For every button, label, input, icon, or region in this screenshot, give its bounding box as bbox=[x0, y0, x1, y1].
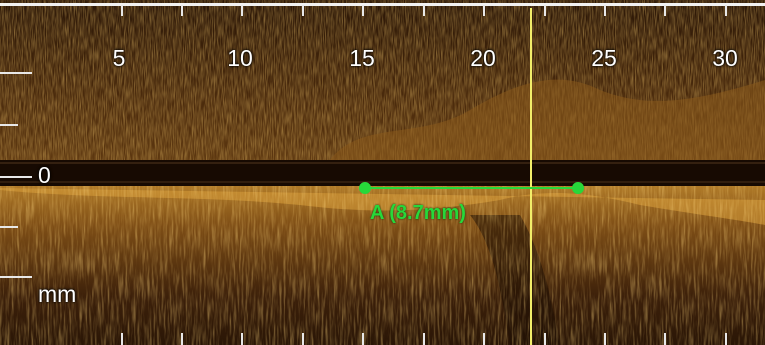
x-tick-mark bbox=[362, 5, 364, 16]
x-tick-label: 15 bbox=[349, 45, 375, 71]
y-tick-mark bbox=[0, 124, 18, 126]
measurement-start-point bbox=[359, 182, 371, 194]
x-tick-mark bbox=[483, 5, 485, 16]
top-scale-border bbox=[0, 3, 765, 6]
y-tick-mark bbox=[0, 72, 32, 74]
x-tick-label: 5 bbox=[112, 45, 126, 71]
x-tick-mark bbox=[604, 333, 606, 345]
y-unit-label: mm bbox=[38, 281, 77, 307]
y-tick-mark bbox=[0, 276, 32, 278]
x-tick-mark bbox=[121, 5, 123, 16]
x-tick-mark bbox=[423, 333, 425, 345]
x-tick-mark bbox=[664, 333, 666, 345]
y-tick-mark bbox=[0, 226, 18, 228]
x-tick-label: 25 bbox=[591, 45, 617, 71]
x-tick-mark bbox=[121, 333, 123, 345]
measurement-label[interactable]: A (8.7mm) bbox=[370, 202, 466, 224]
x-tick-mark bbox=[725, 333, 727, 345]
x-tick-mark bbox=[302, 5, 304, 16]
x-tick-mark bbox=[423, 5, 425, 16]
x-tick-mark bbox=[604, 5, 606, 16]
x-tick-mark bbox=[181, 333, 183, 345]
x-tick-mark bbox=[664, 5, 666, 16]
upper-bright-region bbox=[330, 79, 765, 160]
x-tick-label: 10 bbox=[227, 45, 253, 71]
x-tick-mark bbox=[181, 5, 183, 16]
x-tick-mark bbox=[241, 333, 243, 345]
x-tick-mark bbox=[483, 333, 485, 345]
x-tick-mark bbox=[544, 333, 546, 345]
y-zero-label: 0 bbox=[38, 162, 51, 188]
x-tick-mark bbox=[362, 333, 364, 345]
x-tick-mark bbox=[302, 333, 304, 345]
x-tick-label: 30 bbox=[712, 45, 738, 71]
x-tick-mark bbox=[544, 5, 546, 16]
x-tick-mark bbox=[241, 5, 243, 16]
x-tick-label: 20 bbox=[470, 45, 496, 71]
y-tick-mark bbox=[0, 176, 32, 178]
x-tick-mark bbox=[725, 5, 727, 16]
measurement-end-point bbox=[572, 182, 584, 194]
